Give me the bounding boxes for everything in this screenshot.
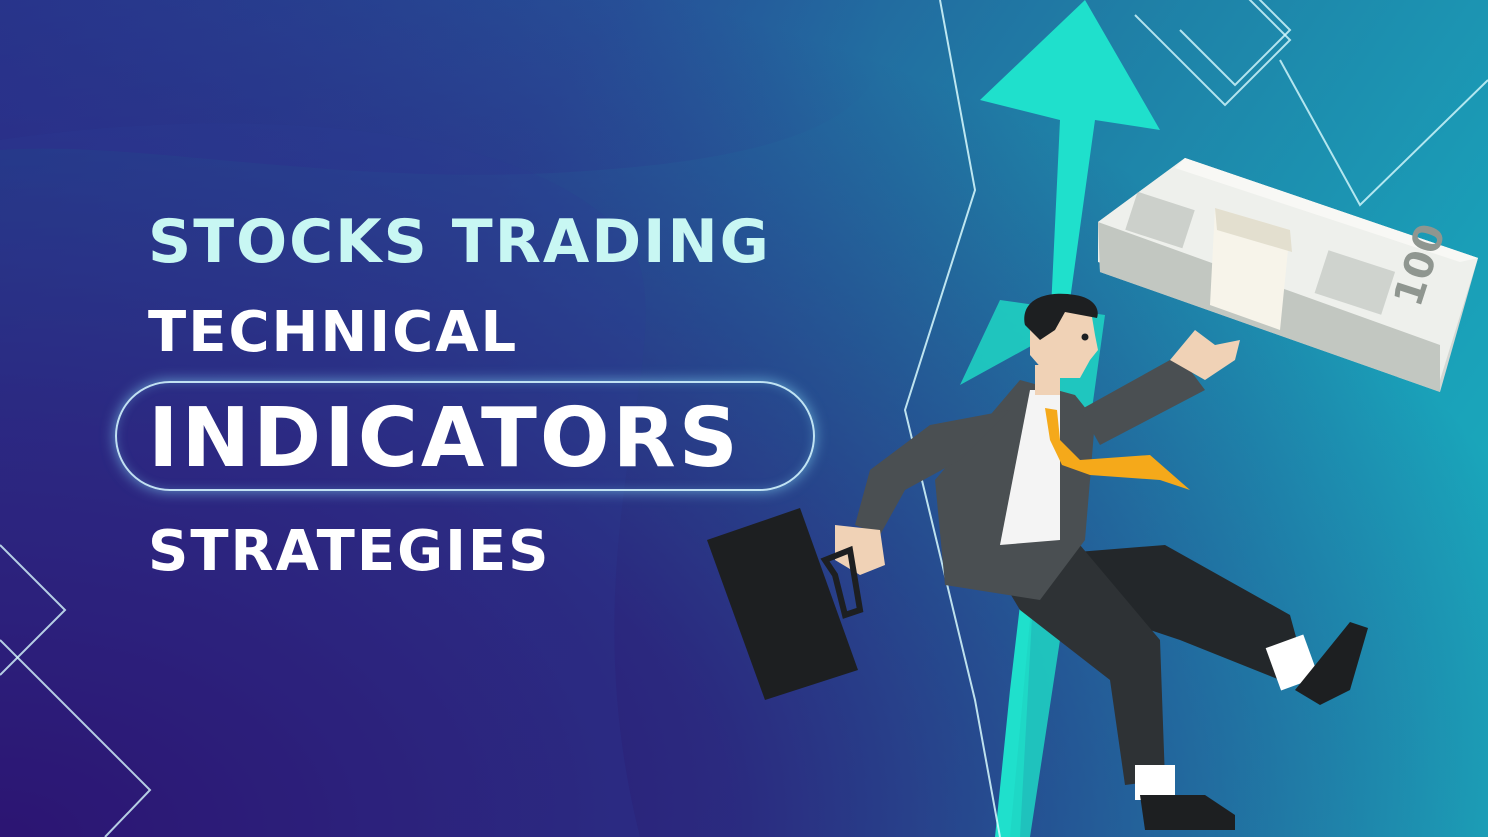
soft-blob-shape [0,123,646,837]
diamond-outline-left [0,544,67,676]
outline-line-left [0,639,152,837]
headline-line-stocks-trading: STOCKS TRADING [148,207,771,277]
briefcase [707,508,864,700]
outline-line-vertical [903,0,1001,837]
diamond-outline-small [1179,0,1292,87]
highlight-pill-outline [115,381,815,491]
outline-line-right [1279,59,1488,207]
tie [1045,408,1190,490]
money-stack-illustration: 100 [1098,158,1478,392]
top-wave-shape [0,0,885,175]
headline-line-indicators: INDICATORS [148,391,741,486]
businessman-illustration [707,293,1368,830]
up-arrow-main [980,0,1160,837]
diamond-outline-top [1134,0,1292,107]
headline-line-technical: TECHNICAL [148,300,519,365]
headline-line-strategies: STRATEGIES [148,519,551,584]
